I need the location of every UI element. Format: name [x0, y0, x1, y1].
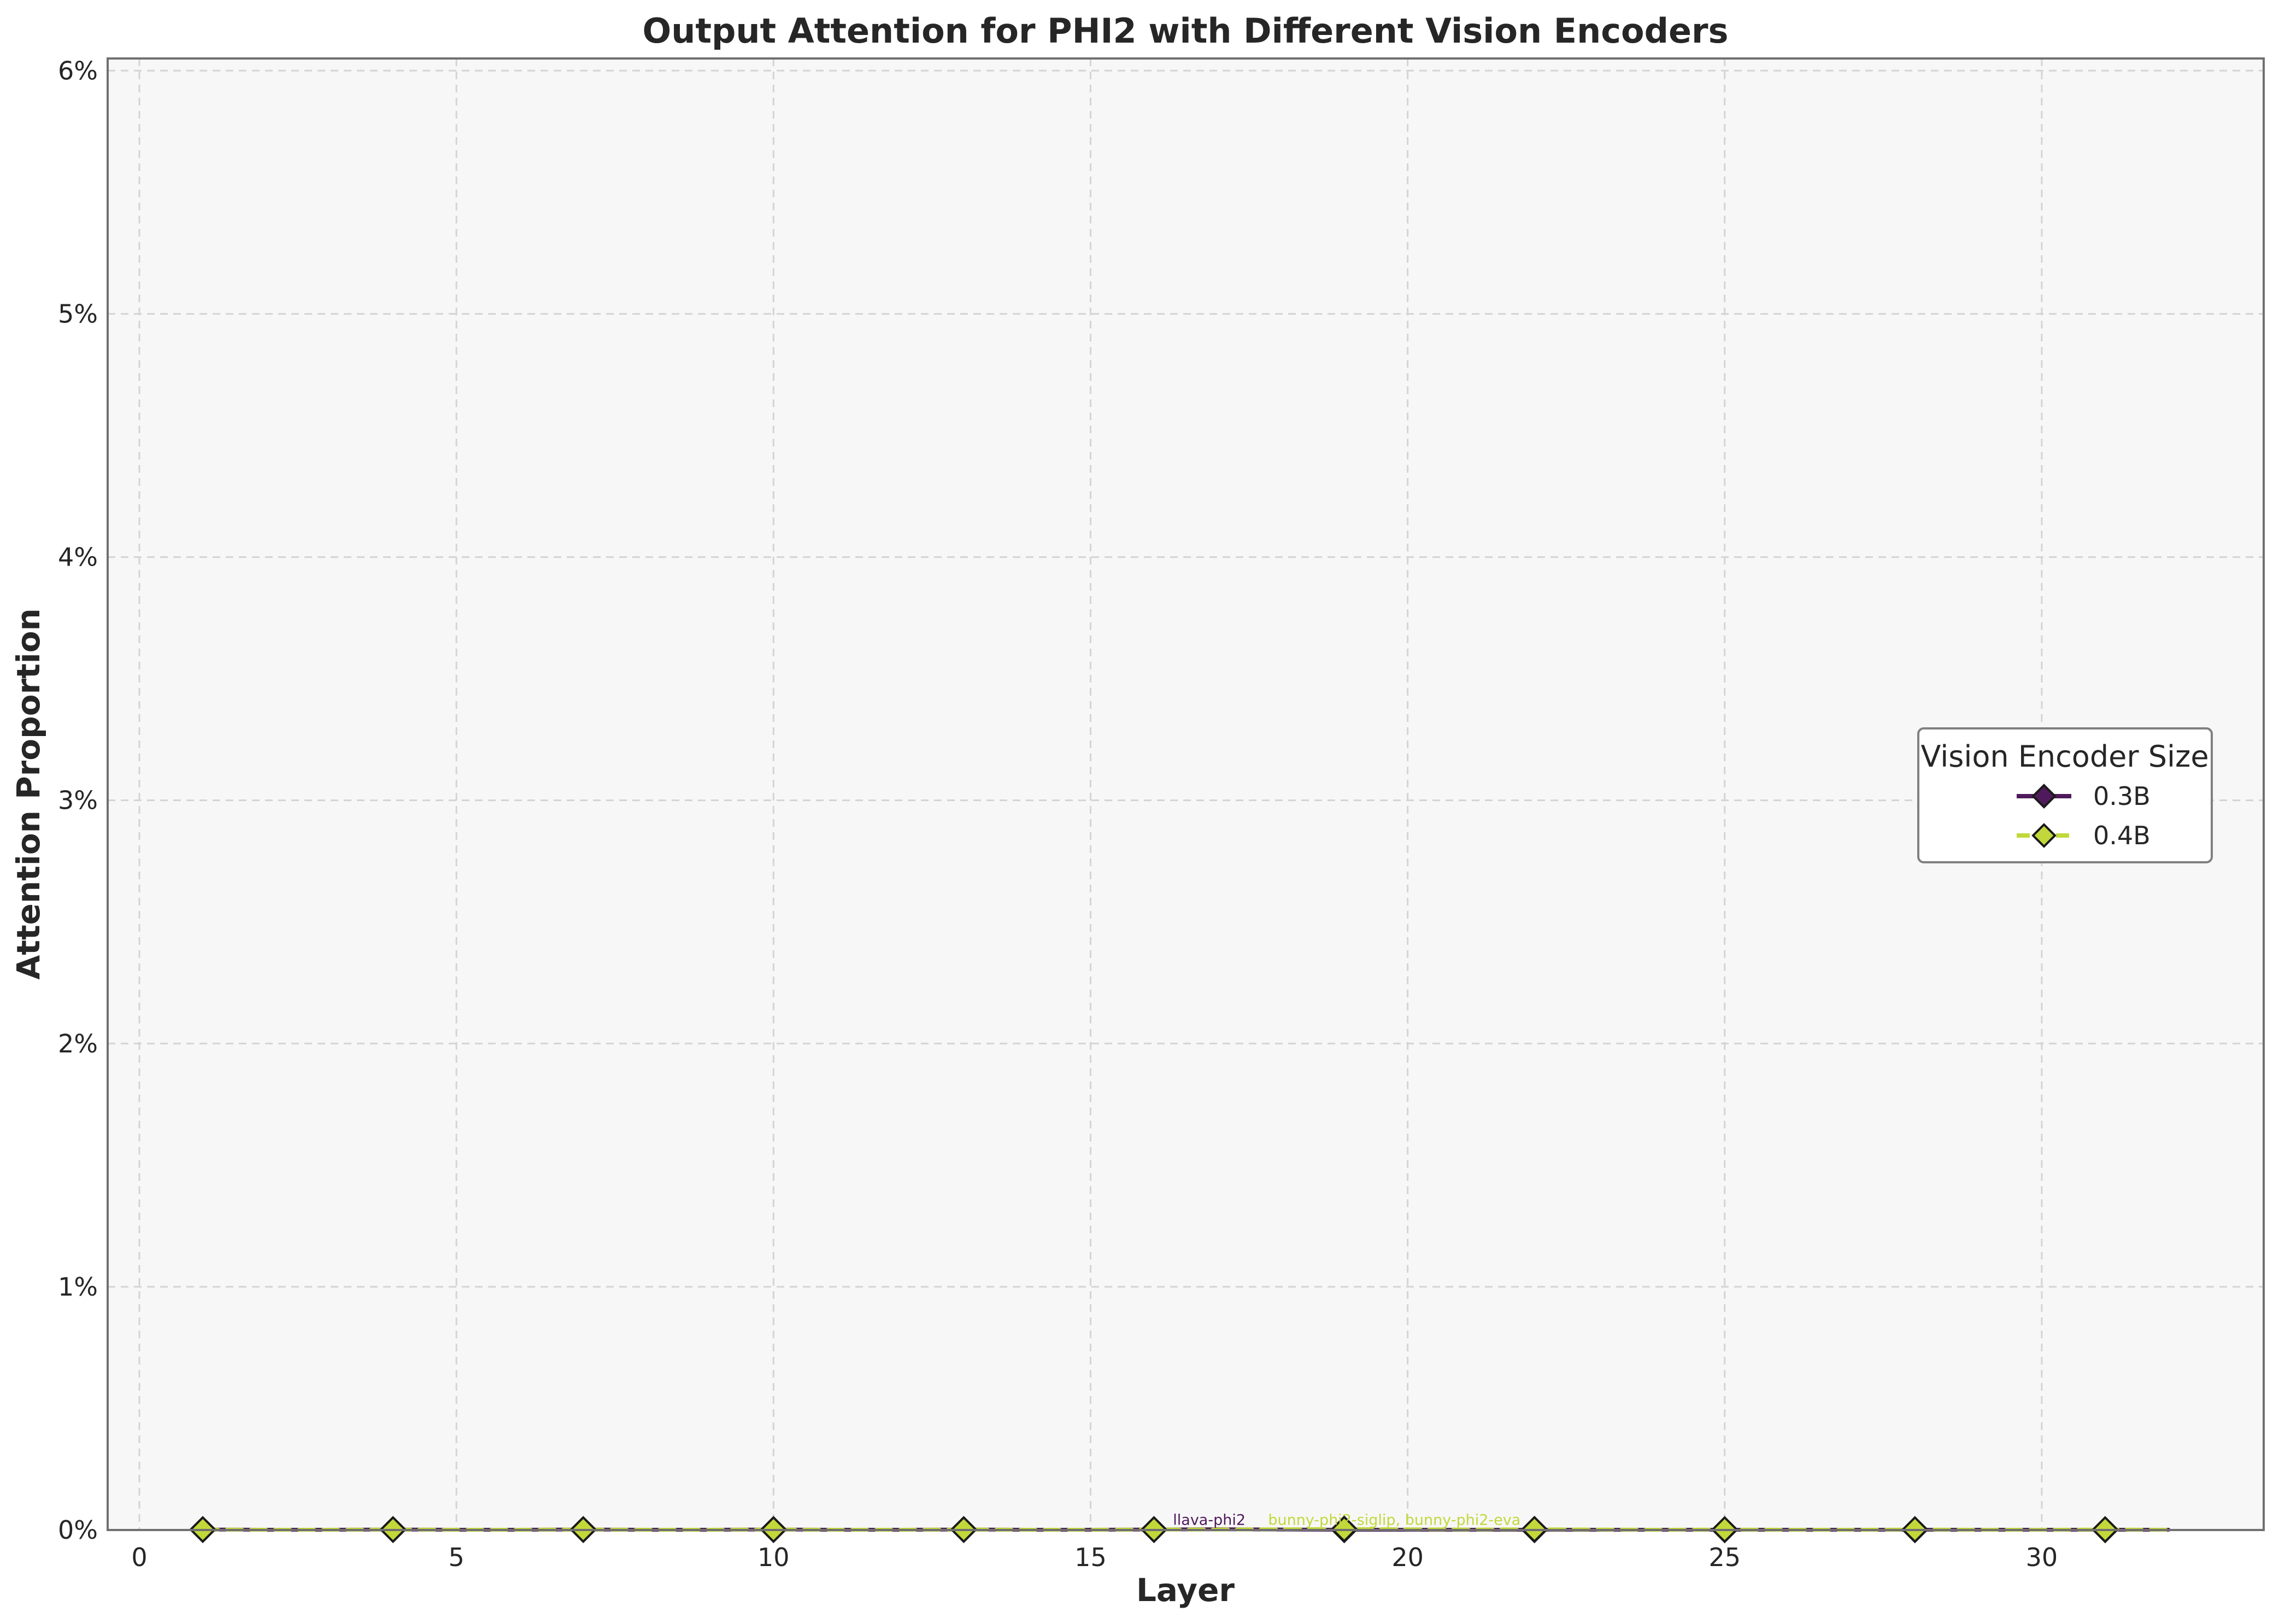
legend-swatch-marker [2031, 784, 2057, 809]
plot-area [108, 58, 2264, 1530]
x-tick-label: 30 [2026, 1543, 2058, 1572]
ticks: 0 5 10 15 20 25 30 0% 1% 2% 3% 4% 5% 6% [58, 56, 2058, 1572]
legend-swatch-marker [2031, 823, 2057, 848]
y-axis-label: Attention Proportion [10, 608, 47, 980]
y-tick-label: 0% [58, 1515, 98, 1545]
legend-entries: 0.3B 0.4B [2017, 781, 2151, 850]
x-tick-label: 15 [1074, 1543, 1107, 1572]
y-tick-label: 2% [58, 1029, 98, 1058]
x-tick-label: 0 [131, 1543, 147, 1572]
y-tick-label: 5% [58, 299, 98, 328]
annotation-layer: llava-phi2 bunny-phi2-siglip, bunny-phi2-… [1173, 1512, 1520, 1529]
y-tick-label: 4% [58, 543, 98, 572]
x-tick-label: 5 [449, 1543, 465, 1572]
legend-title: Vision Encoder Size [1920, 739, 2208, 774]
x-tick-label: 20 [1391, 1543, 1424, 1572]
y-tick-label: 1% [58, 1272, 98, 1302]
series-annotation: llava-phi2 [1173, 1512, 1246, 1529]
series-annotation: bunny-phi2-siglip, bunny-phi2-eva [1268, 1512, 1520, 1529]
x-axis-label: Layer [1136, 1572, 1235, 1609]
y-tick-label: 6% [58, 56, 98, 85]
legend: Vision Encoder Size 0.3B 0.4B [1917, 727, 2213, 863]
x-tick-label: 10 [757, 1543, 790, 1572]
plot-frame [107, 57, 2265, 1531]
y-tick-label: 3% [58, 786, 98, 815]
legend-entry-label: 0.4B [2093, 821, 2151, 850]
x-tick-label: 25 [1708, 1543, 1741, 1572]
legend-entry-label: 0.3B [2093, 781, 2151, 811]
chart-title: Output Attention for PHI2 with Different… [643, 11, 1729, 51]
